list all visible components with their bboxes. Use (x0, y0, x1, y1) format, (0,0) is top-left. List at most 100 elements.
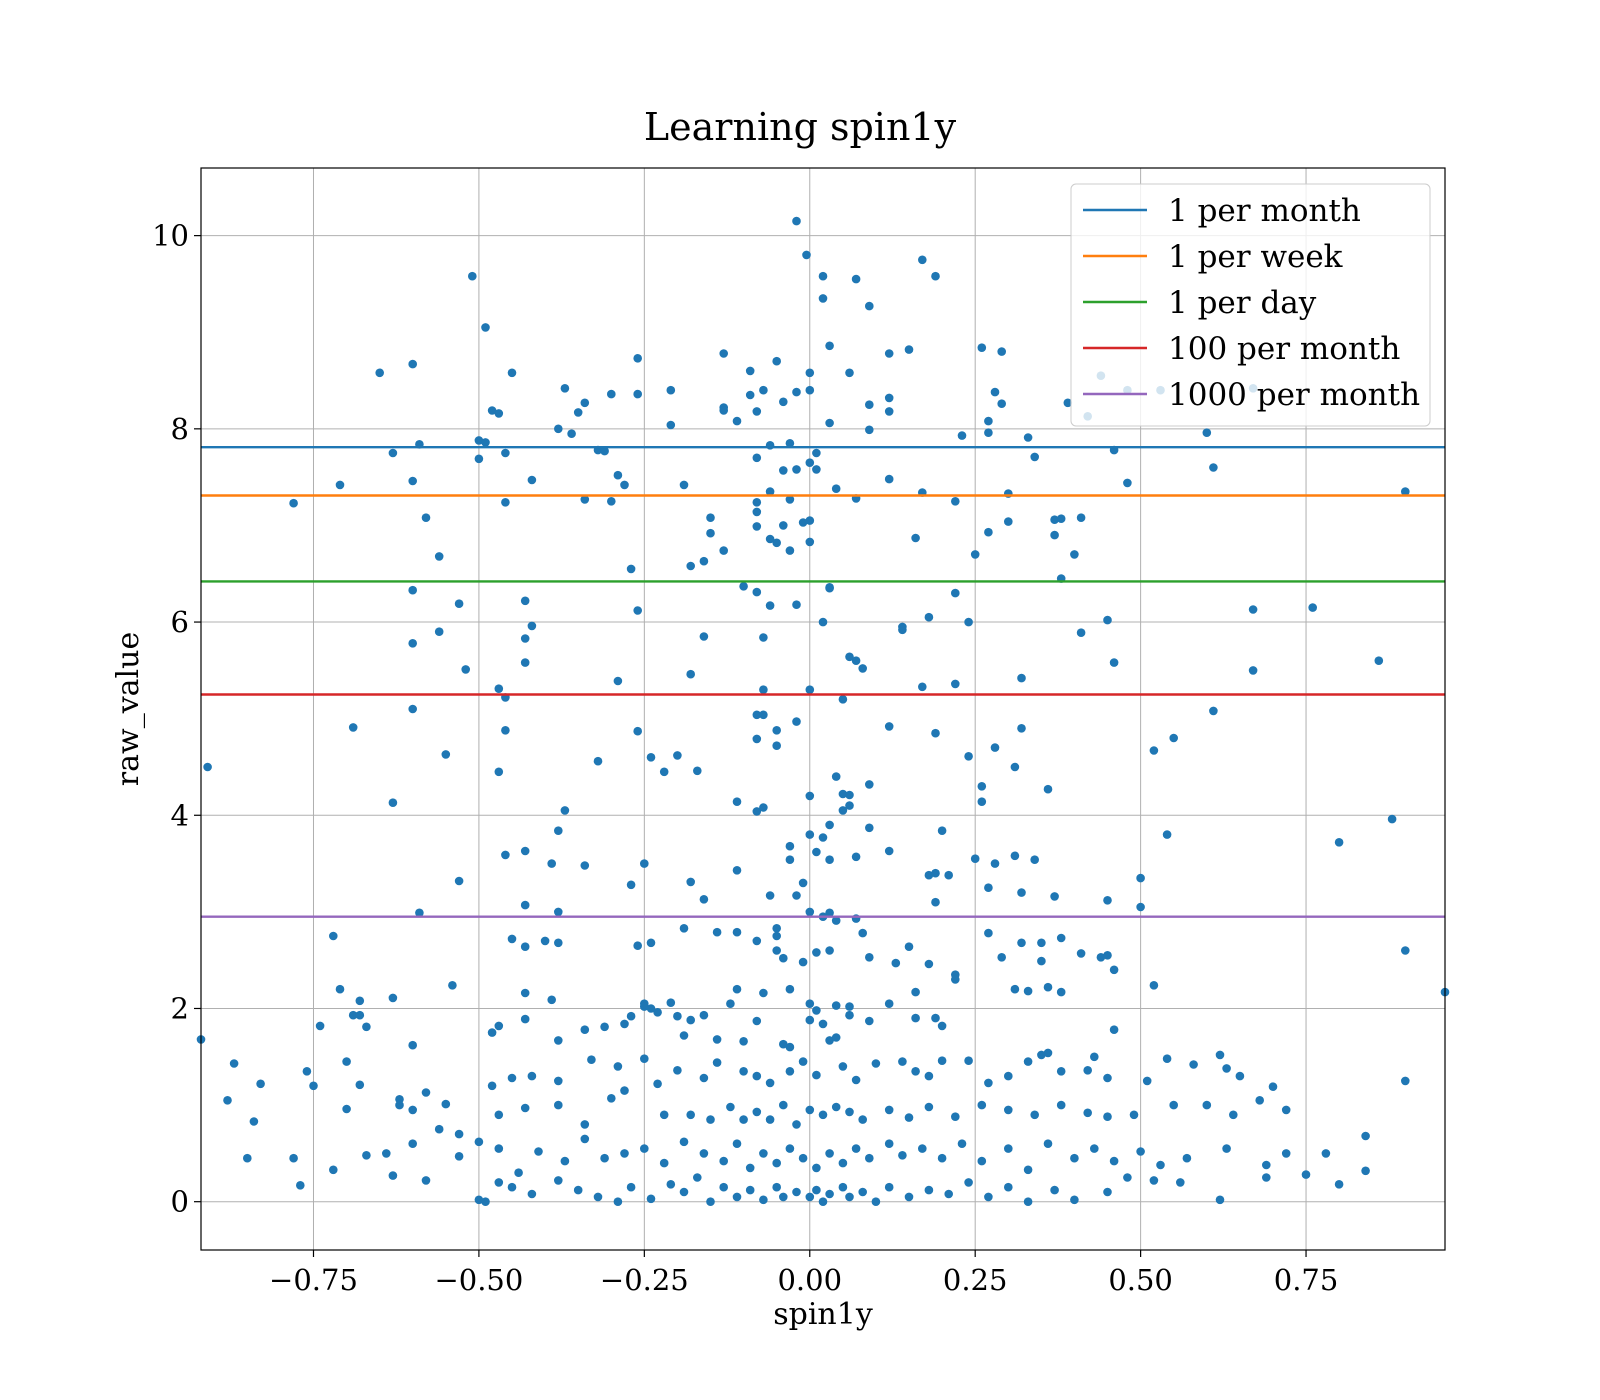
data-point (520, 596, 530, 606)
data-point (421, 1176, 431, 1185)
data-point (315, 1021, 325, 1031)
data-point (871, 1059, 881, 1068)
data-point (825, 908, 834, 918)
data-point (1050, 515, 1059, 524)
data-point (441, 1099, 451, 1109)
data-point (408, 1139, 418, 1148)
data-point (474, 1195, 484, 1205)
data-point (520, 1014, 530, 1024)
data-point (752, 807, 762, 816)
data-point (1149, 746, 1159, 755)
data-point (805, 368, 815, 378)
data-point (454, 1152, 464, 1161)
data-point (421, 513, 431, 522)
data-point (1209, 463, 1218, 472)
data-point (792, 216, 801, 226)
data-point (957, 1139, 967, 1148)
x-axis-ticks: −0.75 −0.50 −0.25 0.00 0.25 0.50 0.75 (269, 1250, 1338, 1297)
data-point (984, 1192, 993, 1202)
data-point (884, 393, 894, 403)
data-point (984, 416, 993, 426)
data-point (732, 1139, 742, 1148)
data-point (607, 389, 616, 399)
data-point (745, 390, 755, 400)
data-point (1043, 1139, 1053, 1148)
data-point (884, 1139, 894, 1148)
data-point (434, 552, 444, 561)
legend-label: 1 per week (1168, 239, 1343, 275)
data-point (1401, 487, 1410, 496)
data-point (646, 938, 656, 948)
data-point (593, 1192, 603, 1202)
data-point (805, 1105, 815, 1115)
data-point (600, 1022, 609, 1032)
data-point (494, 409, 504, 418)
data-point (1209, 706, 1218, 716)
data-points (196, 216, 1450, 1206)
data-point (825, 341, 834, 351)
data-point (772, 726, 781, 735)
data-point (520, 988, 530, 998)
data-point (759, 988, 768, 998)
data-point (633, 354, 642, 363)
data-point (712, 927, 722, 937)
data-point (501, 726, 510, 735)
data-point (805, 907, 815, 917)
data-point (375, 368, 385, 378)
data-point (898, 1057, 907, 1066)
data-point (719, 546, 728, 555)
data-point (951, 588, 960, 598)
data-point (1109, 965, 1119, 975)
data-point (818, 1110, 828, 1120)
data-point (765, 487, 775, 496)
data-point (613, 470, 623, 480)
plot-frame (200, 167, 1446, 1251)
data-point (772, 1158, 781, 1168)
data-point (1096, 953, 1106, 962)
data-point (1037, 1050, 1046, 1060)
data-point (408, 359, 418, 369)
data-point (865, 301, 874, 311)
data-point (785, 546, 795, 555)
data-point (931, 897, 940, 907)
data-point (1109, 658, 1119, 667)
data-point (1076, 628, 1086, 637)
data-point (468, 271, 477, 281)
data-point (825, 1149, 834, 1158)
data-point (600, 1153, 609, 1163)
data-point (600, 446, 609, 456)
data-point (812, 1070, 821, 1080)
legend-label: 1 per month (1168, 193, 1361, 229)
data-point (1056, 1100, 1066, 1110)
data-point (997, 399, 1006, 409)
data-point (891, 958, 901, 968)
data-point (865, 1016, 874, 1026)
data-point (441, 750, 451, 759)
data-point (904, 942, 914, 951)
data-point (693, 1173, 702, 1182)
data-point (765, 891, 775, 900)
data-point (1268, 1082, 1278, 1091)
data-point (851, 1075, 861, 1085)
data-point (362, 1151, 371, 1160)
data-point (613, 676, 623, 686)
data-point (838, 789, 848, 799)
data-point (752, 407, 762, 416)
data-point (951, 1112, 960, 1121)
data-point (487, 1081, 497, 1091)
data-point (944, 1189, 953, 1199)
data-point (944, 870, 953, 880)
data-point (348, 1010, 358, 1020)
data-point (785, 1067, 795, 1076)
data-point (785, 984, 795, 994)
data-point (977, 797, 987, 806)
data-point (706, 1115, 715, 1124)
data-point (838, 806, 848, 815)
data-point (520, 900, 530, 910)
data-point (739, 1067, 748, 1076)
data-point (785, 841, 795, 851)
data-point (289, 1153, 298, 1163)
data-point (1189, 1060, 1198, 1069)
data-point (818, 1197, 828, 1206)
